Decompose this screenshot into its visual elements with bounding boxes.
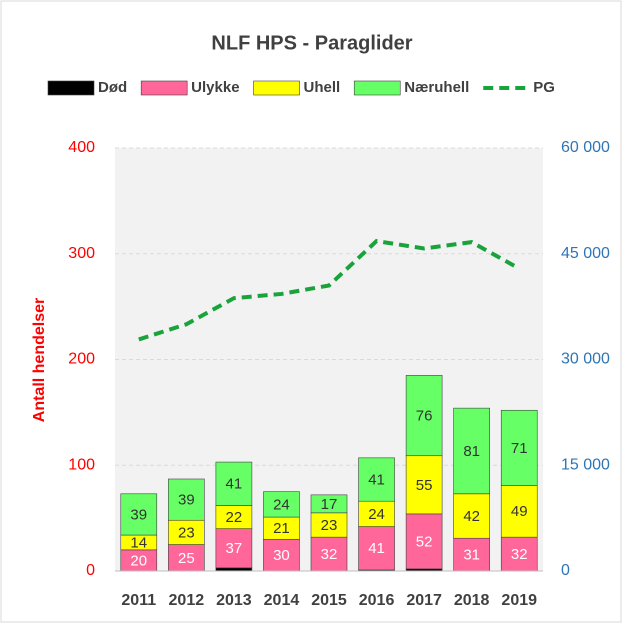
data-label: 30 xyxy=(273,547,290,564)
bar-segment xyxy=(500,536,538,572)
bar-segment xyxy=(310,512,348,538)
data-label: 39 xyxy=(130,506,147,523)
line-series xyxy=(138,238,521,342)
bar-segment xyxy=(500,409,538,486)
bar-segment xyxy=(310,494,348,514)
bar-segment xyxy=(405,375,443,457)
data-label: 41 xyxy=(226,476,243,493)
data-label: 23 xyxy=(321,517,338,534)
y2-tick-label: 0 xyxy=(561,562,570,579)
bar-segment xyxy=(453,407,490,495)
data-label: 81 xyxy=(463,443,480,460)
legend-swatch xyxy=(353,80,401,96)
data-label: 76 xyxy=(416,408,433,425)
data-label: 39 xyxy=(178,492,195,509)
legend-swatch xyxy=(140,80,188,96)
data-label: 49 xyxy=(511,503,528,520)
data-label: 37 xyxy=(226,540,243,557)
y2-tick-label: 45 000 xyxy=(561,245,610,262)
legend-label: Uhell xyxy=(304,79,341,96)
bar-segment xyxy=(500,485,538,538)
bar-segment xyxy=(168,478,205,521)
data-label: 14 xyxy=(130,534,147,551)
y-tick-label: 400 xyxy=(68,139,95,156)
y-axis-label: Antall hendelser xyxy=(31,298,48,422)
data-label: 17 xyxy=(321,496,338,513)
legend-swatch xyxy=(253,80,300,96)
y2-tick-label: 30 000 xyxy=(561,351,610,368)
y-tick-label: 300 xyxy=(68,245,95,262)
bar-segment xyxy=(358,457,395,502)
data-label: 42 xyxy=(463,508,480,525)
bar-segment xyxy=(168,519,205,545)
data-label: 24 xyxy=(273,496,290,513)
data-label: 71 xyxy=(511,440,528,457)
bar-segment xyxy=(405,513,443,570)
y-tick-label: 200 xyxy=(68,351,95,368)
x-tick-label: 2015 xyxy=(311,592,347,609)
legend-label: Død xyxy=(98,79,127,96)
data-label: 41 xyxy=(368,540,385,557)
y-tick-label: 100 xyxy=(68,456,95,473)
y-tick-label: 0 xyxy=(86,562,95,579)
x-tick-label: 2018 xyxy=(454,592,490,609)
data-label: 52 xyxy=(416,533,433,550)
data-label: 32 xyxy=(511,546,528,563)
x-tick-label: 2016 xyxy=(359,592,395,609)
data-label: 25 xyxy=(178,550,195,567)
bar-segment xyxy=(358,500,395,527)
bar-segment xyxy=(405,455,443,515)
data-label: 22 xyxy=(226,509,243,526)
data-label: 32 xyxy=(321,546,338,563)
x-tick-label: 2017 xyxy=(406,592,442,609)
bar-segment xyxy=(453,493,490,539)
bar-segment xyxy=(263,491,300,518)
bar-segment xyxy=(120,493,158,536)
y2-tick-label: 60 000 xyxy=(561,139,610,156)
bar-segment xyxy=(215,461,253,506)
data-label: 24 xyxy=(368,506,385,523)
x-tick-label: 2012 xyxy=(169,592,205,609)
legend-label: PG xyxy=(533,79,555,96)
x-tick-label: 2014 xyxy=(264,592,300,609)
x-tick-label: 2019 xyxy=(501,592,537,609)
data-label: 21 xyxy=(273,520,290,537)
x-tick-label: 2011 xyxy=(121,592,156,609)
bar-segment xyxy=(310,536,348,572)
legend-label: Ulykke xyxy=(191,79,239,96)
legend-label: Næruhell xyxy=(404,79,469,96)
y2-tick-label: 15 000 xyxy=(561,456,610,473)
bar-segment xyxy=(358,526,395,571)
chart-title: NLF HPS - Paraglider xyxy=(211,32,412,54)
data-label: 31 xyxy=(463,547,480,564)
data-label: 41 xyxy=(368,471,385,488)
data-label: 55 xyxy=(416,477,433,494)
x-tick-label: 2013 xyxy=(216,592,252,609)
legend-swatch xyxy=(47,80,95,96)
data-label: 20 xyxy=(130,552,147,569)
data-label: 23 xyxy=(178,524,195,541)
